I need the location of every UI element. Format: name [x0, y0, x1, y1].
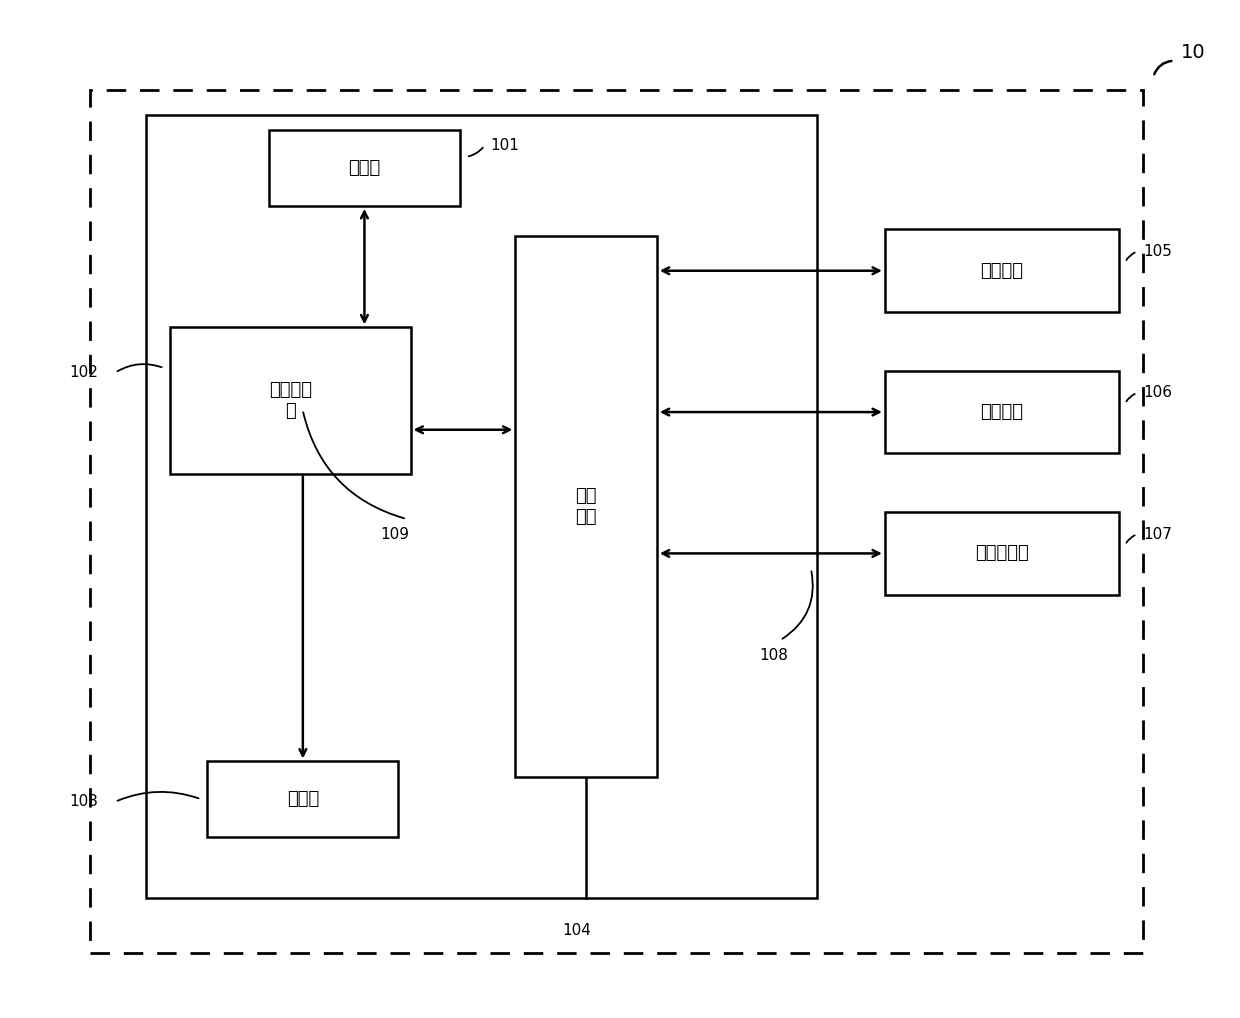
Text: 105: 105: [1143, 244, 1172, 259]
Text: 109: 109: [381, 526, 409, 542]
Bar: [146, 115, 817, 898]
Text: 接近传感器: 接近传感器: [975, 545, 1029, 562]
Bar: [885, 371, 1118, 453]
Text: 射频模块: 射频模块: [981, 262, 1023, 280]
Text: 102: 102: [69, 365, 99, 380]
Text: 触摸屏幕: 触摸屏幕: [981, 403, 1023, 421]
Text: 外设
接口: 外设 接口: [575, 487, 596, 526]
Text: 处理器: 处理器: [286, 790, 319, 808]
Bar: [885, 229, 1118, 313]
Bar: [170, 327, 410, 473]
Bar: [885, 512, 1118, 595]
Text: 101: 101: [491, 138, 520, 153]
Bar: [207, 761, 398, 837]
Bar: [516, 236, 657, 777]
Text: 108: 108: [760, 647, 789, 663]
Text: 107: 107: [1143, 526, 1172, 542]
Text: 存储控制
器: 存储控制 器: [269, 381, 312, 419]
Text: 104: 104: [563, 922, 591, 938]
Text: 103: 103: [69, 794, 99, 809]
Text: 存储器: 存储器: [348, 159, 381, 177]
Bar: [91, 90, 1143, 953]
Text: 106: 106: [1143, 386, 1173, 400]
Bar: [269, 130, 460, 206]
Text: 10: 10: [1180, 43, 1205, 62]
